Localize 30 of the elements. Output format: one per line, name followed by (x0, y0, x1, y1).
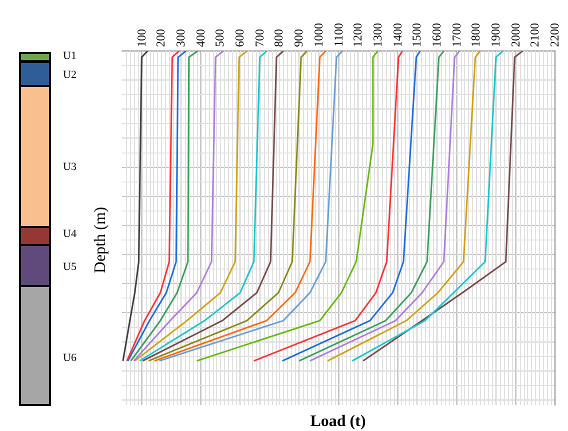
x-tick-label: 1900 (488, 23, 502, 47)
x-tick-label: 900 (292, 29, 306, 47)
text: U6 (63, 351, 76, 365)
text: U3 (63, 160, 76, 174)
text: U2 (63, 68, 76, 82)
x-tick-label: 600 (232, 29, 247, 47)
x-tick-label: 2100 (528, 23, 542, 47)
x-tick-label: 1100 (331, 23, 345, 47)
x-tick-label: 200 (154, 29, 168, 47)
x-tick-label: 1800 (468, 23, 483, 47)
x-tick-label: 400 (193, 29, 208, 47)
x-tick-label: 1400 (390, 23, 404, 47)
x-tick-label: 700 (252, 29, 266, 47)
y-axis-title: Depth (m) (92, 206, 110, 274)
x-tick-label: 1600 (429, 23, 444, 47)
x-tick-label: 1200 (350, 23, 365, 47)
text: U1 (63, 49, 76, 63)
text: U5 (63, 260, 76, 274)
x-tick-label: 2200 (548, 23, 562, 47)
x-tick-label: 300 (174, 29, 188, 47)
x-tick-label: 100 (134, 29, 148, 47)
x-tick-label: 1700 (449, 23, 464, 47)
x-tick-label: 1500 (410, 23, 424, 47)
x-tick-label: 1300 (370, 23, 384, 47)
x-axis-title: Load (t) (310, 413, 366, 431)
x-tick-label: 500 (212, 29, 227, 47)
x-tick-label: 800 (272, 29, 286, 47)
text: U4 (63, 227, 76, 241)
x-tick-label: 1000 (311, 23, 326, 47)
x-tick-label: 2000 (508, 23, 522, 47)
